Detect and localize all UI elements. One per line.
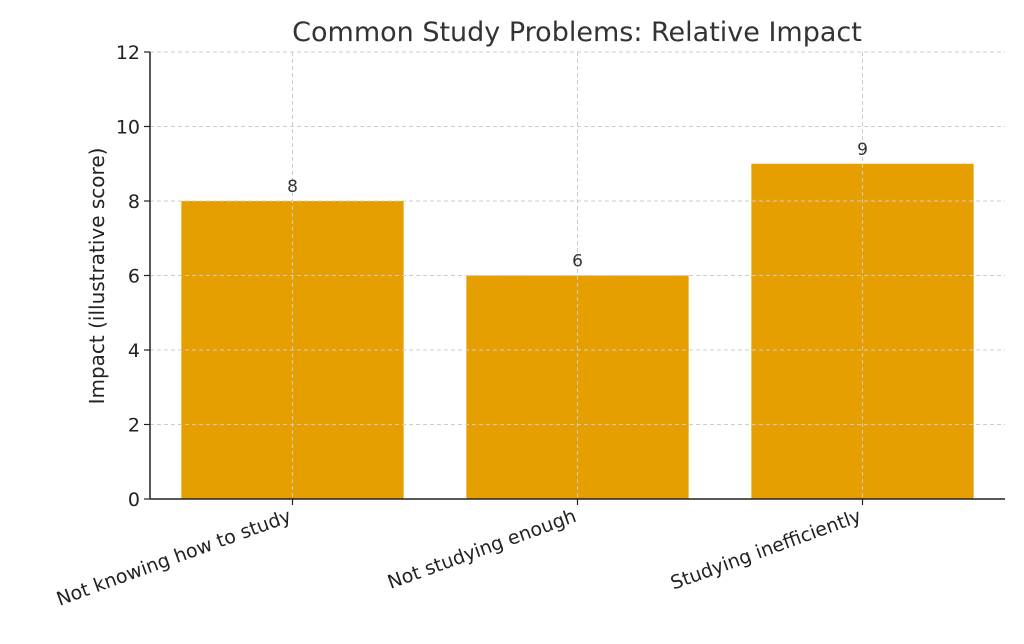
y-tick-label: 10: [116, 117, 140, 139]
y-tick-label: 8: [128, 191, 140, 213]
x-tick-label: Not knowing how to study: [54, 505, 295, 610]
bar: [751, 163, 974, 499]
y-tick-label: 6: [128, 266, 140, 288]
y-axis-label: Impact (illustrative score): [85, 148, 109, 405]
data-label: 6: [572, 252, 583, 272]
data-label: 9: [857, 140, 868, 160]
x-tick-label: Not studying enough: [385, 505, 579, 594]
y-tick-label: 2: [128, 415, 140, 437]
y-tick-label: 4: [128, 340, 140, 362]
y-tick-label: 12: [116, 42, 140, 64]
data-label: 8: [287, 177, 298, 197]
chart-title: Common Study Problems: Relative Impact: [292, 17, 862, 48]
y-tick-label: 0: [128, 489, 140, 511]
x-tick-label: Studying inefficiently: [668, 505, 864, 594]
